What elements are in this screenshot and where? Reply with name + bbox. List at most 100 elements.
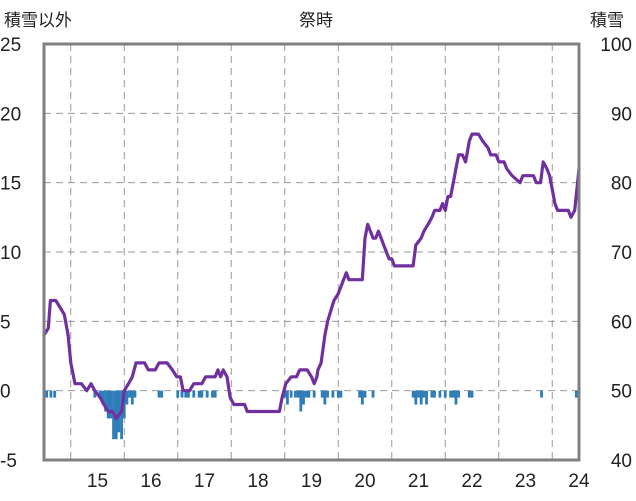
grid-lines (44, 44, 579, 460)
line-series (42, 132, 581, 420)
bar-series (45, 390, 581, 440)
bar-mark (449, 390, 452, 398)
left-tick-label: 5 (0, 312, 11, 333)
bar-mark (326, 390, 329, 398)
bar-mark (323, 390, 327, 405)
x-tick-label: 24 (568, 471, 590, 492)
bar-mark (184, 390, 188, 398)
left-tick-labels: -5 0 5 10 15 20 25 (0, 35, 21, 472)
bar-mark (363, 390, 367, 398)
bar-mark (307, 390, 311, 398)
bar-mark (133, 390, 137, 398)
bar-mark (205, 390, 209, 398)
left-tick-label: 10 (0, 243, 21, 264)
bar-mark (296, 390, 300, 398)
bar-mark (120, 390, 123, 440)
bar-mark (200, 390, 204, 398)
bar-mark (125, 390, 129, 405)
right-axis-label: 積雪 (590, 11, 624, 31)
bar-mark (283, 390, 287, 398)
bar-mark (451, 390, 455, 398)
bar-mark (294, 390, 297, 398)
left-tick-label: 25 (0, 35, 21, 56)
left-tick-label: 0 (0, 382, 11, 403)
bar-mark (371, 390, 375, 398)
right-tick-label: 90 (611, 104, 632, 125)
right-tick-label: 80 (611, 174, 632, 195)
right-tick-label: 50 (611, 382, 632, 403)
bar-mark (104, 390, 107, 412)
bar-mark (419, 390, 423, 405)
bar-mark (304, 390, 308, 398)
bar-mark (302, 390, 305, 405)
bar-mark (211, 390, 214, 398)
bar-mark (114, 390, 118, 440)
x-tick-label: 21 (408, 471, 429, 492)
bar-mark (467, 390, 471, 398)
bar-mark (470, 390, 474, 398)
bar-mark (93, 390, 97, 398)
right-tick-label: 100 (600, 35, 632, 56)
bar-mark (289, 390, 293, 398)
bar-mark (422, 390, 426, 398)
bar-mark (53, 390, 57, 398)
x-tick-label: 15 (87, 471, 108, 492)
bar-mark (213, 390, 217, 398)
plot-frame (42, 42, 581, 462)
bar-mark (336, 390, 340, 398)
x-tick-label: 19 (301, 471, 322, 492)
bar-mark (430, 390, 434, 398)
x-tick-label: 20 (354, 471, 375, 492)
right-tick-label: 70 (611, 243, 632, 264)
bar-mark (49, 390, 53, 398)
bar-mark (454, 390, 458, 405)
bar-mark (414, 390, 418, 405)
bar-mark (187, 390, 190, 398)
left-tick-label: -5 (0, 451, 17, 472)
bar-mark (312, 390, 316, 398)
bar-mark (130, 390, 134, 405)
bar-mark (360, 390, 364, 405)
x-tick-label: 23 (515, 471, 536, 492)
bar-mark (339, 390, 343, 398)
bar-mark (157, 390, 161, 398)
bar-mark (117, 390, 121, 433)
bar-mark (109, 390, 113, 419)
bar-mark (45, 390, 49, 398)
bar-mark (417, 390, 420, 398)
bar-mark (192, 390, 196, 398)
right-tick-label: 60 (611, 312, 632, 333)
bar-mark (358, 390, 362, 398)
line-path (42, 132, 581, 420)
bar-mark (438, 390, 442, 398)
bar-mark (443, 390, 447, 398)
bar-mark (540, 390, 543, 398)
right-tick-labels: 40 50 60 70 80 90 100 (600, 35, 632, 472)
x-tick-label: 18 (247, 471, 268, 492)
chart-title: 祭時 (299, 11, 333, 31)
bar-mark (411, 390, 415, 398)
bar-mark (457, 390, 461, 398)
bar-mark (128, 390, 131, 398)
bar-mark (106, 390, 110, 419)
x-tick-label: 16 (140, 471, 161, 492)
bar-mark (433, 390, 436, 398)
left-axis-label: 積雪以外 (4, 11, 72, 31)
bar-mark (197, 390, 201, 398)
bar-mark (299, 390, 303, 412)
right-tick-label: 40 (611, 451, 632, 472)
x-tick-label: 22 (461, 471, 482, 492)
bar-mark (122, 390, 126, 419)
x-tick-label: 17 (194, 471, 215, 492)
left-tick-label: 20 (0, 104, 21, 125)
bar-mark (98, 390, 102, 398)
bar-mark (176, 390, 180, 398)
bar-mark (331, 390, 335, 398)
bar-mark (574, 390, 578, 398)
bar-mark (101, 390, 105, 405)
bar-mark (320, 390, 324, 398)
left-tick-label: 15 (0, 174, 21, 195)
bar-mark (286, 390, 289, 405)
x-tick-labels: 15 16 17 18 19 20 21 22 23 24 (87, 471, 590, 492)
